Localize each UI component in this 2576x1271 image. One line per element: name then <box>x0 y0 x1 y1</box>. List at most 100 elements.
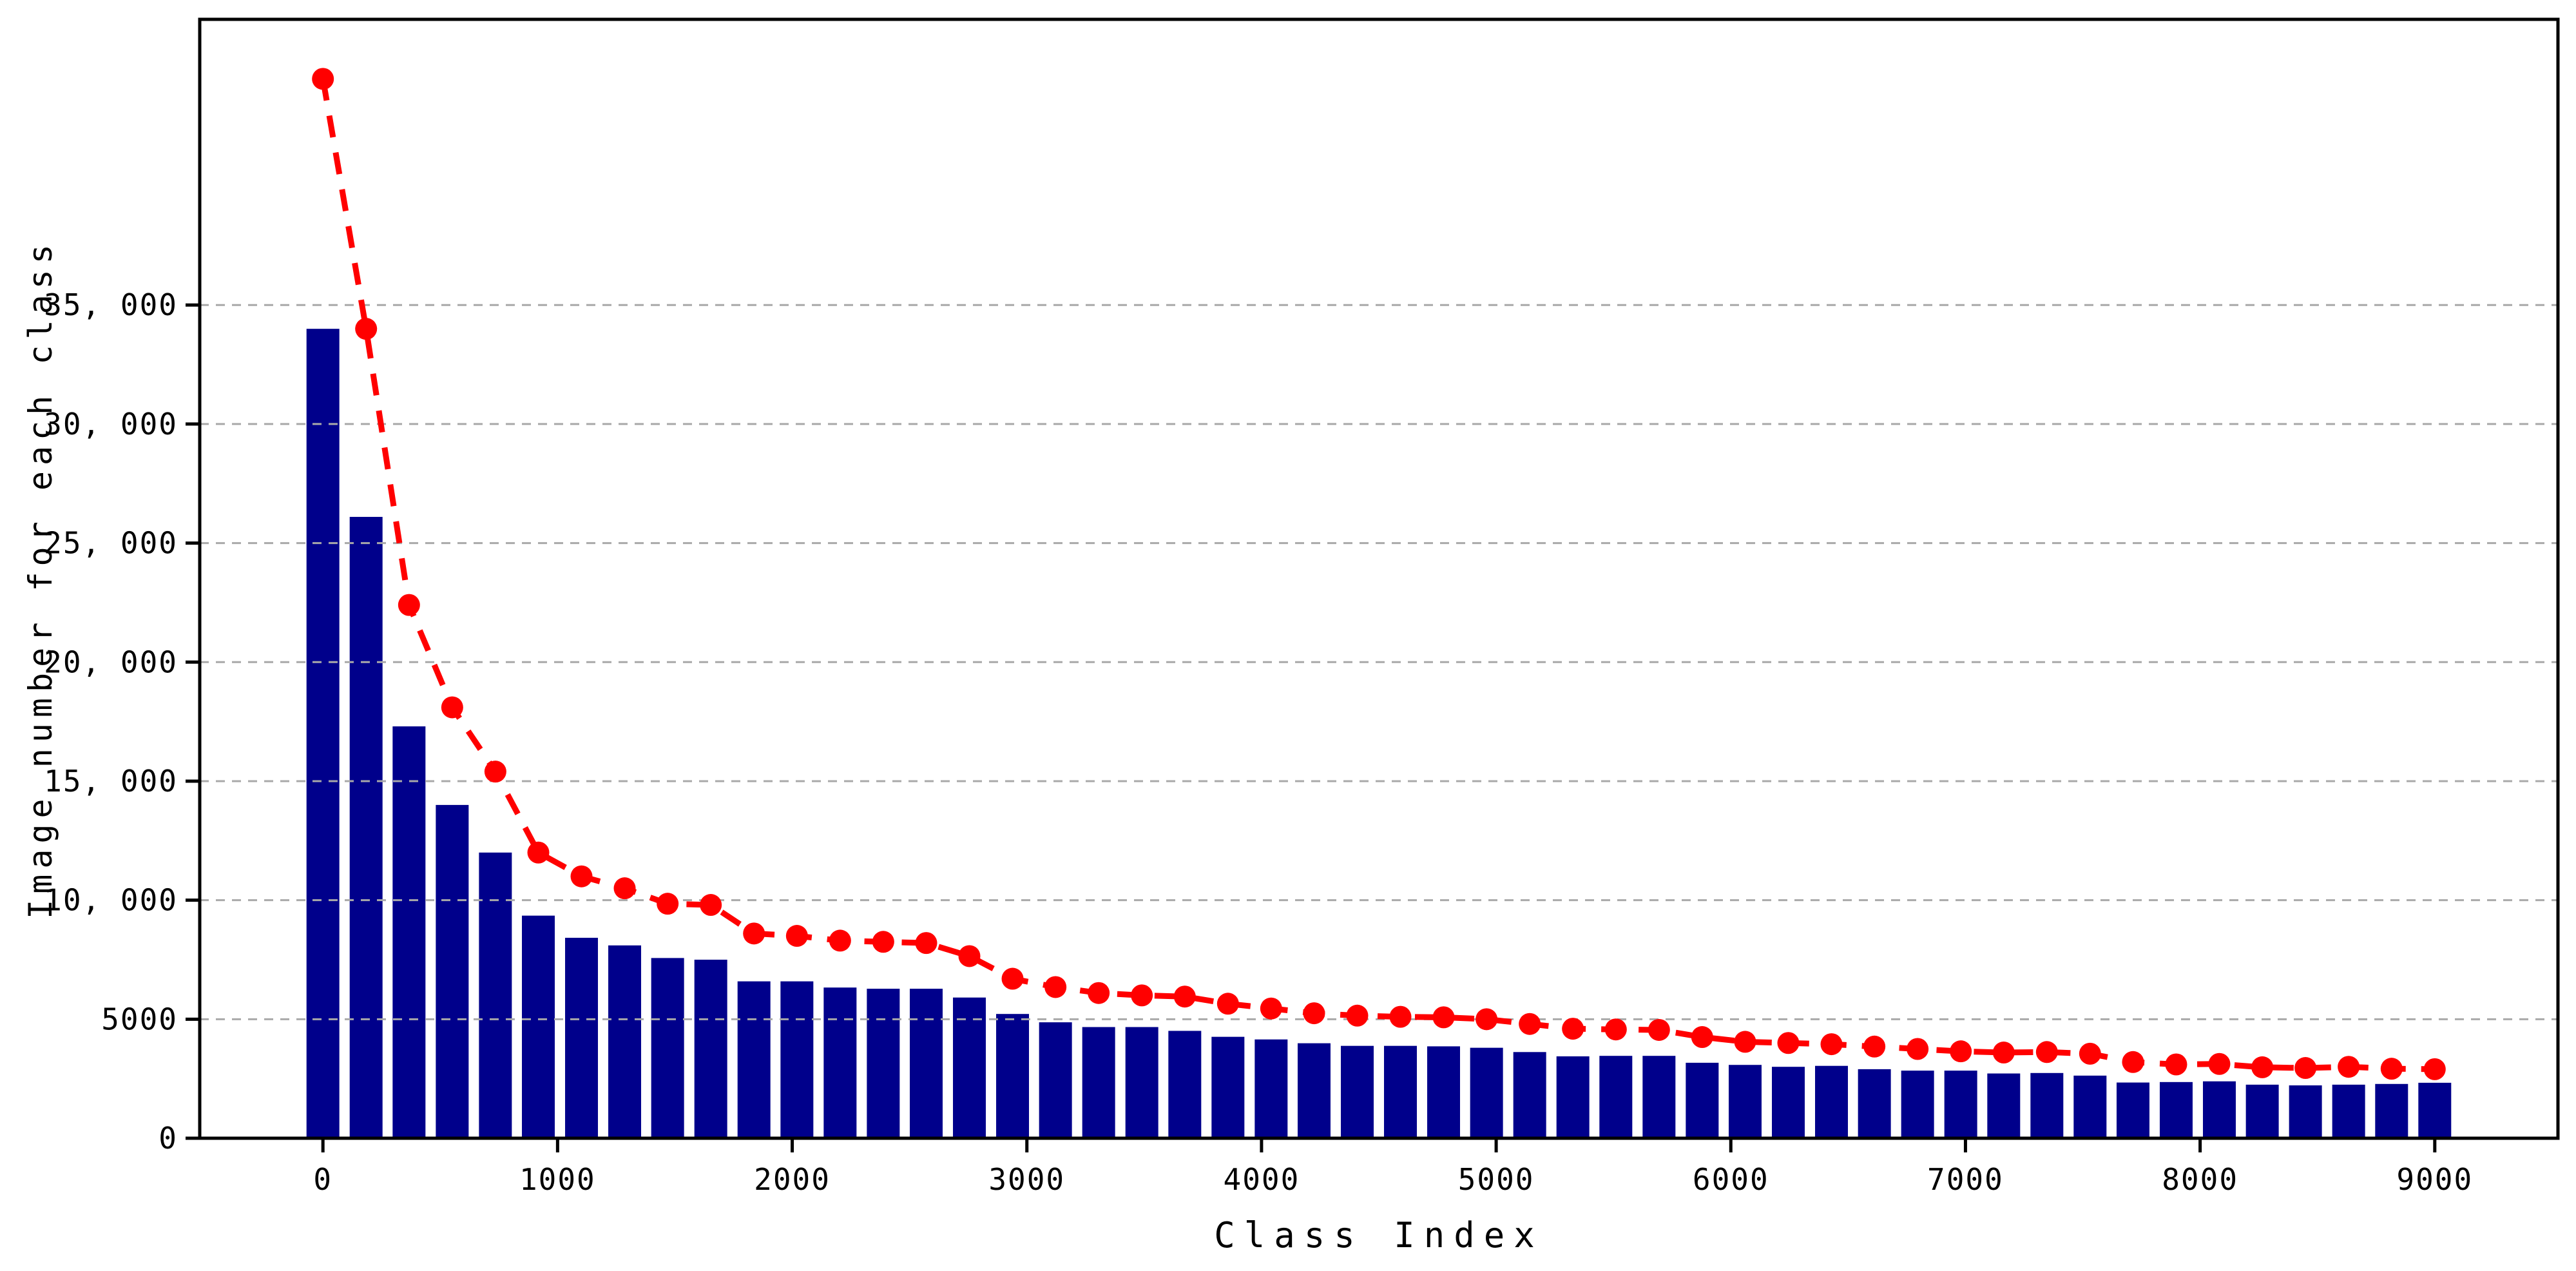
line-marker <box>1562 1018 1584 1040</box>
bar <box>1211 1036 1245 1138</box>
bar <box>1987 1073 2021 1138</box>
bar <box>1772 1067 1805 1138</box>
line-marker <box>1907 1038 1929 1060</box>
line-marker <box>2165 1053 2187 1076</box>
line-marker <box>2208 1053 2231 1075</box>
line-marker <box>1088 982 1110 1004</box>
bar <box>910 989 943 1138</box>
bar <box>780 981 814 1138</box>
x-tick-label: 7000 <box>1927 1162 2004 1197</box>
x-tick-label: 5000 <box>1458 1162 1535 1197</box>
bar <box>1384 1045 1417 1138</box>
line-marker <box>1131 984 1153 1007</box>
bar <box>565 937 599 1138</box>
line-marker <box>785 925 808 947</box>
bar <box>1728 1065 1762 1138</box>
line-marker <box>2035 1041 2058 1063</box>
line-marker <box>1820 1033 1843 1056</box>
bar <box>2202 1081 2236 1138</box>
plot-border <box>198 17 2560 1140</box>
bar <box>1686 1062 1719 1138</box>
y-tick-label: 10, 000 <box>44 883 178 918</box>
y-axis-title: Image number for each class <box>22 238 59 919</box>
line-marker <box>1173 985 1196 1008</box>
y-tick-label: 15, 000 <box>44 764 178 799</box>
line-marker <box>743 922 765 945</box>
bars-group <box>306 329 2452 1139</box>
y-tick-label: 35, 000 <box>44 287 178 322</box>
line-marker <box>1475 1008 1498 1031</box>
bar <box>1944 1071 1977 1138</box>
bar <box>2159 1082 2193 1138</box>
bar <box>651 958 684 1138</box>
bar <box>1901 1071 1934 1138</box>
bar <box>2289 1085 2322 1138</box>
bar <box>392 726 426 1138</box>
bar <box>2073 1075 2107 1138</box>
line-marker <box>1216 993 1239 1015</box>
line-marker <box>1001 967 1024 990</box>
x-tick-label: 8000 <box>2162 1162 2238 1197</box>
line-marker <box>1648 1018 1670 1041</box>
line-marker <box>700 894 722 917</box>
line-marker <box>1992 1042 2015 1064</box>
bar <box>522 915 555 1138</box>
bar <box>608 945 642 1138</box>
line-marker <box>2380 1058 2403 1080</box>
line-marker <box>1346 1004 1369 1027</box>
tick-labels-group: 0 5000 10, 000 15, 000 20, 000 25, 000 30, 000… <box>44 287 2473 1197</box>
x-tick-label: 4000 <box>1224 1162 1300 1197</box>
bar <box>867 989 900 1138</box>
line-marker <box>1389 1005 1412 1028</box>
bar <box>823 987 857 1138</box>
bar <box>436 804 469 1138</box>
bar <box>1082 1027 1115 1138</box>
bar <box>1427 1046 1461 1138</box>
bar <box>2375 1083 2408 1138</box>
bar <box>479 852 512 1138</box>
line-marker <box>484 761 506 783</box>
bar <box>306 329 340 1139</box>
x-tick-label: 9000 <box>2396 1162 2473 1197</box>
bar <box>694 959 727 1138</box>
line-marker <box>1777 1032 1800 1054</box>
line-marker <box>1691 1026 1713 1049</box>
line-marker <box>829 929 851 952</box>
line-marker <box>2423 1058 2446 1080</box>
bar <box>2245 1084 2279 1138</box>
y-tick-label: 5000 <box>101 1002 178 1036</box>
bar <box>2418 1082 2452 1138</box>
trend-line-group <box>312 68 2446 1080</box>
line-marker <box>1863 1035 1886 1058</box>
x-tick-label: 3000 <box>988 1162 1065 1197</box>
bar <box>953 997 986 1138</box>
line-marker <box>958 945 981 967</box>
line-marker <box>2122 1051 2144 1073</box>
bar <box>1341 1045 1374 1138</box>
bar <box>737 981 771 1138</box>
y-tick-label: 20, 000 <box>44 645 178 679</box>
line-marker <box>312 68 334 90</box>
x-tick-label: 2000 <box>754 1162 831 1197</box>
bar <box>2030 1072 2064 1138</box>
line-marker <box>2338 1056 2360 1078</box>
y-tick-label: 30, 000 <box>44 407 178 441</box>
line-marker <box>1303 1002 1325 1025</box>
bar <box>1297 1043 1331 1138</box>
line-marker <box>527 841 550 864</box>
line-marker <box>657 893 679 915</box>
bar <box>1254 1039 1288 1138</box>
ticks-group <box>186 303 2437 1152</box>
line-marker <box>2251 1056 2274 1078</box>
line-marker <box>355 318 378 340</box>
bar <box>1039 1022 1072 1138</box>
trend-line <box>320 78 2435 1072</box>
y-tick-label: 0 <box>159 1121 178 1156</box>
bar <box>1599 1056 1633 1138</box>
gridlines-group <box>200 304 2558 1020</box>
x-tick-label: 6000 <box>1693 1162 1769 1197</box>
line-marker <box>1604 1018 1627 1041</box>
bar <box>349 516 383 1138</box>
x-tick-label: 0 <box>313 1162 332 1197</box>
